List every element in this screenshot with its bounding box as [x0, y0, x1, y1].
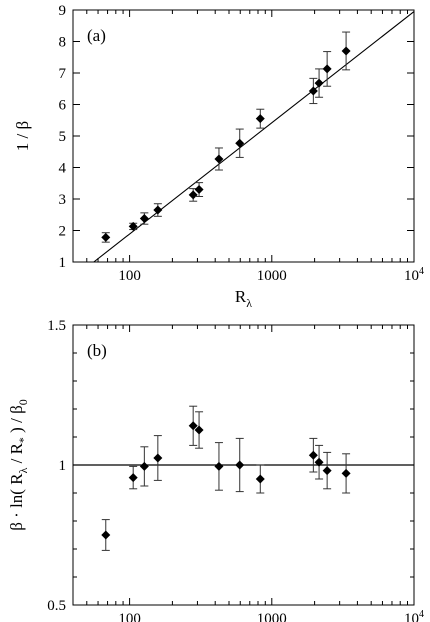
x-tick-label: 100 — [118, 268, 141, 284]
y-tick-label: 3 — [59, 192, 67, 208]
panel-a-marks — [93, 11, 415, 263]
panel-a-ticks: 100 1000 104 1 2 3 4 5 6 7 8 9 — [59, 3, 425, 284]
data-point — [128, 473, 138, 483]
data-point — [235, 460, 245, 470]
data-point — [255, 114, 265, 124]
data-point — [255, 474, 265, 484]
data-point — [214, 154, 224, 164]
data-point — [322, 64, 332, 74]
data-point — [101, 232, 111, 242]
y-tick-label: 9 — [59, 3, 67, 19]
x-tick-label: 104 — [404, 266, 424, 284]
data-point — [235, 138, 245, 148]
data-point — [194, 425, 204, 435]
y-tick-label: 1.5 — [47, 318, 66, 334]
data-point — [139, 461, 149, 471]
y-tick-label: 0.5 — [47, 598, 66, 614]
data-point — [341, 468, 351, 478]
data-point — [153, 205, 163, 215]
y-tick-label: 4 — [59, 161, 67, 177]
panel-b-ticks: 100 1000 104 0.5 1 1.5 — [47, 318, 424, 622]
panel-a-label: (a) — [87, 26, 106, 45]
data-point — [214, 461, 224, 471]
panel-a-x-axis-title: Rλ — [235, 287, 252, 310]
y-tick-label: 1 — [59, 458, 67, 474]
data-point — [308, 450, 318, 460]
data-point — [314, 78, 324, 88]
x-tick-label: 100 — [118, 611, 141, 622]
y-tick-label: 1 — [59, 255, 67, 271]
data-point — [314, 457, 324, 467]
data-point — [308, 86, 318, 96]
x-tick-label: 104 — [404, 609, 424, 622]
y-tick-label: 2 — [59, 224, 67, 240]
panel-b-label: (b) — [87, 341, 107, 360]
panel-b-marks — [73, 405, 414, 551]
data-point — [139, 214, 149, 224]
panel-a: (a) 100 1000 104 1 2 3 4 5 6 7 8 9 Rλ 1 / β — [13, 3, 424, 310]
data-point — [322, 466, 332, 476]
data-point — [341, 46, 351, 56]
y-tick-label: 8 — [59, 35, 67, 51]
y-tick-label: 6 — [59, 98, 67, 114]
data-point — [194, 185, 204, 195]
data-point — [188, 421, 198, 431]
x-tick-label: 1000 — [257, 268, 287, 284]
data-point — [188, 190, 198, 200]
y-tick-label: 5 — [59, 129, 67, 145]
data-point — [101, 530, 111, 540]
y-tick-label: 7 — [59, 66, 67, 82]
x-tick-label: 1000 — [257, 611, 287, 622]
panel-b-y-axis-title: β · ln( Rλ / R* ) / β0 — [7, 399, 30, 530]
data-point — [153, 453, 163, 463]
fit-line — [93, 11, 415, 263]
data-point — [128, 221, 138, 231]
panel-a-y-axis-title: 1 / β — [13, 121, 32, 151]
panel-a-frame — [72, 9, 415, 263]
